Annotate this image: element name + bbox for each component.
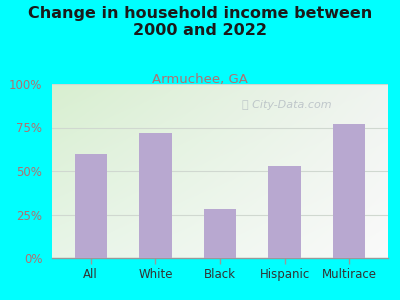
Bar (75, 154, 107, 258)
Bar (204, 209, 236, 258)
Bar (139, 133, 172, 258)
Bar (268, 166, 301, 258)
Text: ⓘ City-Data.com: ⓘ City-Data.com (242, 100, 332, 110)
Text: Change in household income between
2000 and 2022: Change in household income between 2000 … (28, 6, 372, 38)
Text: Armuchee, GA: Armuchee, GA (152, 74, 248, 86)
Bar (333, 124, 365, 258)
